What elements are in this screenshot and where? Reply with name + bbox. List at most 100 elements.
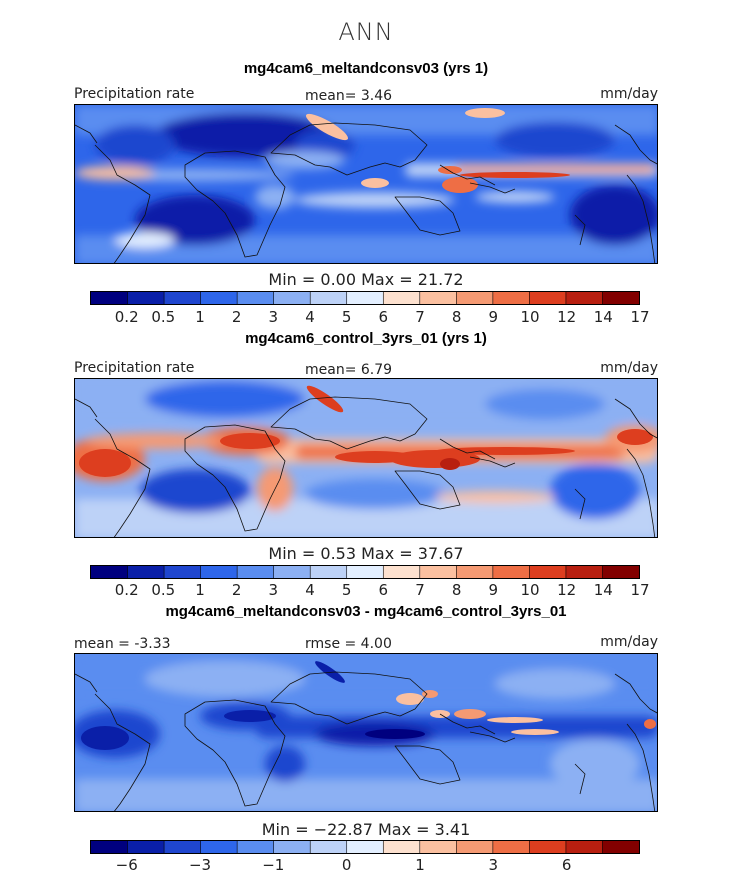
- panel-3-title: mg4cam6_meltandconsv03 - mg4cam6_control…: [165, 603, 567, 620]
- colorbar-swatch: [602, 292, 639, 304]
- panel-3-colorbar: [90, 840, 640, 854]
- panel-2-colorbar: [90, 565, 640, 579]
- colorbar-swatch: [91, 292, 128, 304]
- colorbar-tick-label: 0.2: [114, 581, 139, 599]
- colorbar-swatch: [419, 292, 457, 304]
- colorbar-tick-label: 0: [341, 856, 352, 874]
- colorbar-swatch: [346, 566, 384, 578]
- colorbar-tick-label: 6: [378, 581, 389, 599]
- colorbar-tick-label: 2: [231, 308, 242, 326]
- panel-3-map: [74, 653, 658, 812]
- panel-1-colorbar-ticks: 0.2 0.5 1 2 3 4 5 6 7 8 9 10 12 14 17: [90, 308, 650, 326]
- panel-1-mean-label: mean= 3.46: [305, 88, 393, 104]
- colorbar-swatch: [383, 292, 421, 304]
- colorbar-swatch: [492, 566, 530, 578]
- colorbar-swatch: [164, 292, 201, 304]
- panel-2-colorbar-swatches: [91, 566, 639, 578]
- colorbar-swatch: [383, 841, 421, 853]
- colorbar-swatch: [529, 292, 567, 304]
- colorbar-swatch: [273, 292, 311, 304]
- colorbar-tick-label: −3: [188, 856, 212, 874]
- colorbar-tick-label: 12: [557, 308, 577, 326]
- colorbar-tick-label: 0.2: [114, 308, 139, 326]
- colorbar-swatch: [419, 566, 457, 578]
- colorbar-tick-label: 17: [630, 308, 650, 326]
- colorbar-tick-label: 14: [593, 581, 613, 599]
- colorbar-tick-label: 3: [268, 581, 279, 599]
- colorbar-tick-label: 4: [305, 308, 315, 326]
- colorbar-swatch: [164, 841, 201, 853]
- panel-2-mean-label: mean= 6.79: [305, 362, 393, 378]
- colorbar-tick-label: 14: [593, 308, 613, 326]
- panel-2-variable-label: Precipitation rate: [74, 360, 195, 376]
- colorbar-swatch: [310, 292, 348, 304]
- colorbar-tick-label: 0.5: [151, 581, 176, 599]
- panel-3-mean-label: mean = -3.33: [74, 636, 171, 652]
- colorbar-tick-label: 3: [268, 308, 279, 326]
- colorbar-tick-label: 6: [378, 308, 389, 326]
- colorbar-tick-label: 12: [557, 581, 577, 599]
- colorbar-tick-label: 10: [520, 581, 540, 599]
- colorbar-swatch: [565, 566, 603, 578]
- panel-1-heatmap: [75, 105, 657, 263]
- colorbar-swatch: [273, 841, 311, 853]
- panel-3-rmse-label: rmse = 4.00: [305, 636, 392, 652]
- panel-2-colorbar-ticks: 0.2 0.5 1 2 3 4 5 6 7 8 9 10 12 14 17: [90, 581, 650, 599]
- panel-1-units-label: mm/day: [600, 86, 658, 102]
- colorbar-swatch: [200, 566, 238, 578]
- colorbar-swatch: [565, 841, 603, 853]
- colorbar-swatch: [529, 841, 567, 853]
- colorbar-swatch: [346, 841, 384, 853]
- figure-season-title: ANN: [338, 18, 394, 46]
- colorbar-swatch: [529, 566, 567, 578]
- colorbar-swatch: [346, 292, 384, 304]
- panel-3-colorbar-swatches: [91, 841, 639, 853]
- panel-3-units-label: mm/day: [600, 634, 658, 650]
- colorbar-swatch: [91, 841, 128, 853]
- panel-1-map: [74, 104, 658, 264]
- colorbar-swatch: [237, 566, 274, 578]
- colorbar-tick-label: 8: [451, 308, 462, 326]
- panel-1-variable-label: Precipitation rate: [74, 86, 195, 102]
- colorbar-tick-label: 7: [415, 581, 425, 599]
- colorbar-tick-label: 3: [488, 856, 499, 874]
- panel-2-heatmap: [75, 379, 657, 537]
- colorbar-swatch: [456, 292, 494, 304]
- colorbar-swatch: [310, 841, 348, 853]
- panel-2-minmax: Min = 0.53 Max = 37.67: [268, 544, 464, 563]
- colorbar-swatch: [127, 292, 165, 304]
- colorbar-tick-label: 1: [195, 308, 205, 326]
- panel-2-units-label: mm/day: [600, 360, 658, 376]
- colorbar-swatch: [200, 841, 238, 853]
- colorbar-tick-label: 5: [341, 308, 352, 326]
- colorbar-swatch: [237, 292, 274, 304]
- colorbar-tick-label: 1: [195, 581, 205, 599]
- colorbar-swatch: [456, 841, 494, 853]
- colorbar-tick-label: 7: [415, 308, 425, 326]
- panel-2-title: mg4cam6_control_3yrs_01 (yrs 1): [245, 330, 487, 347]
- colorbar-swatch: [164, 566, 201, 578]
- colorbar-swatch: [492, 292, 530, 304]
- panel-1-minmax: Min = 0.00 Max = 21.72: [268, 270, 464, 289]
- colorbar-tick-label: 10: [520, 308, 540, 326]
- colorbar-swatch: [492, 841, 530, 853]
- colorbar-tick-label: 17: [630, 581, 650, 599]
- panel-3-heatmap: [75, 654, 657, 811]
- panel-1-title: mg4cam6_meltandconsv03 (yrs 1): [243, 60, 489, 77]
- colorbar-swatch: [200, 292, 238, 304]
- colorbar-tick-label: 0.5: [151, 308, 176, 326]
- colorbar-tick-label: −1: [262, 856, 285, 874]
- panel-3-colorbar-ticks: −6 −3 −1 0 1 3 6: [90, 856, 640, 874]
- colorbar-swatch: [419, 841, 457, 853]
- colorbar-swatch: [602, 566, 639, 578]
- colorbar-tick-label: −6: [115, 856, 138, 874]
- colorbar-swatch: [273, 566, 311, 578]
- colorbar-swatch: [310, 566, 348, 578]
- colorbar-swatch: [91, 566, 128, 578]
- colorbar-tick-label: 9: [488, 308, 499, 326]
- panel-1-colorbar: [90, 291, 640, 305]
- colorbar-swatch: [383, 566, 421, 578]
- colorbar-swatch: [237, 841, 274, 853]
- colorbar-swatch: [456, 566, 494, 578]
- panel-3-minmax: Min = −22.87 Max = 3.41: [261, 820, 471, 839]
